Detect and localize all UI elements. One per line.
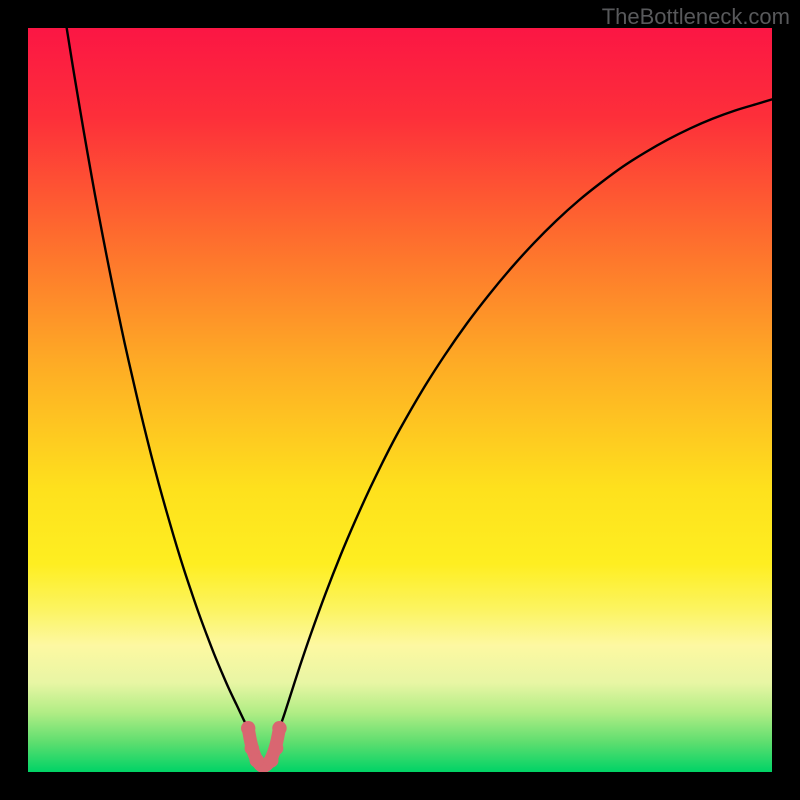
- watermark-text: TheBottleneck.com: [602, 4, 790, 30]
- chart-container: TheBottleneck.com: [0, 0, 800, 800]
- u-shape-dot: [269, 741, 283, 755]
- u-shape-dot: [272, 721, 286, 735]
- plot-background: [28, 28, 772, 772]
- u-shape-dot: [264, 753, 278, 767]
- u-shape-dot: [241, 721, 255, 735]
- u-shape-dot: [245, 741, 259, 755]
- bottleneck-chart: [28, 28, 772, 772]
- u-shape-dot: [250, 753, 264, 767]
